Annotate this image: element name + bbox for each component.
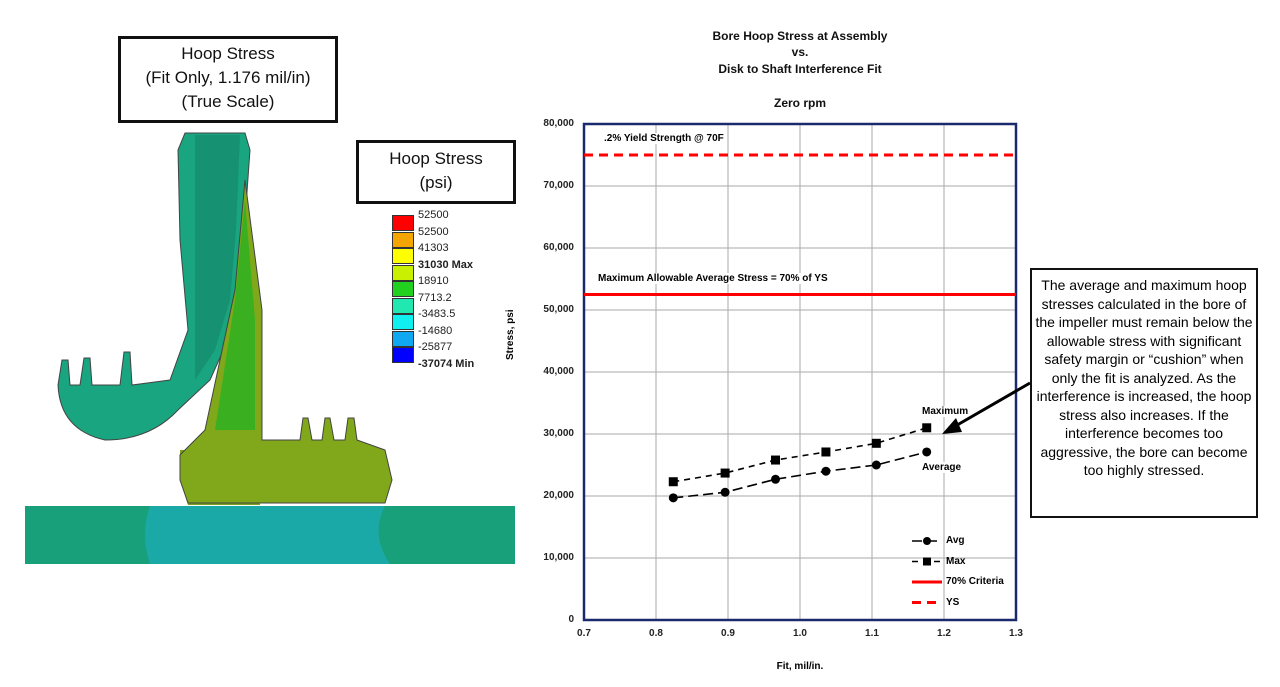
- x-tick-label: 1.1: [865, 628, 879, 639]
- x-tick-label: 1.3: [1009, 628, 1023, 639]
- data-point-avg: [871, 460, 881, 470]
- chart-legend-label: 70% Criteria: [946, 576, 1004, 587]
- fea-model-image: [25, 132, 515, 564]
- y-tick-label: 50,000: [543, 304, 574, 315]
- hline-annotation: .2% Yield Strength @ 70F: [604, 133, 724, 144]
- x-axis-label: Fit, mil/in.: [776, 661, 824, 672]
- x-tick-label: 0.7: [577, 628, 591, 639]
- legend-label: 7713.2: [418, 291, 452, 304]
- legend-label: -3483.5: [418, 308, 456, 320]
- legend-marker: [923, 557, 931, 566]
- callout-arrow: [951, 381, 1031, 430]
- legend-marker: [923, 537, 931, 545]
- data-point-max: [668, 477, 678, 487]
- legend-label: 31030 Max: [418, 258, 474, 271]
- data-point-avg: [922, 447, 932, 457]
- y-tick-label: 10,000: [543, 552, 574, 563]
- model-title-line3: (True Scale): [181, 92, 275, 111]
- legend-title-line1: Hoop Stress: [389, 149, 483, 168]
- data-point-max: [771, 455, 781, 465]
- legend-title-box: Hoop Stress (psi): [356, 140, 516, 204]
- legend-label: -37074 Min: [418, 357, 475, 370]
- chart-title-line3: Disk to Shaft Interference Fit: [718, 62, 882, 76]
- data-point-avg: [821, 466, 831, 476]
- legend-swatch: [392, 231, 414, 248]
- data-point-max: [720, 468, 730, 478]
- average-label: Average: [922, 462, 962, 473]
- model-title-line2: (Fit Only, 1.176 mil/in): [145, 68, 311, 87]
- chart-title-line2: vs.: [791, 45, 809, 59]
- hline-annotation: Maximum Allowable Average Stress = 70% o…: [598, 272, 828, 284]
- x-tick-label: 1.2: [937, 628, 951, 639]
- legend-label: 18910: [418, 275, 449, 287]
- data-point-avg: [668, 493, 678, 503]
- data-point-avg: [720, 487, 730, 497]
- legend-swatch: [392, 347, 414, 363]
- chart-legend-label: YS: [946, 596, 960, 608]
- chart-legend-label: Max: [946, 555, 966, 567]
- data-point-avg: [771, 474, 781, 484]
- legend-swatch: [392, 281, 414, 297]
- legend-title-line2: (psi): [419, 173, 453, 192]
- model-title-line1: Hoop Stress: [181, 44, 275, 63]
- legend-swatch: [392, 297, 414, 314]
- chart-subtitle: Zero rpm: [773, 96, 826, 110]
- y-tick-label: 70,000: [543, 180, 574, 191]
- y-tick-label: 20,000: [543, 490, 574, 501]
- x-tick-label: 0.9: [721, 628, 735, 639]
- y-tick-label: 40,000: [543, 366, 574, 377]
- legend-label: 52500: [418, 209, 449, 221]
- y-tick-label: 0: [568, 614, 574, 625]
- y-tick-label: 60,000: [543, 242, 574, 253]
- legend-swatch: [392, 330, 414, 347]
- series-line-avg: [673, 451, 927, 499]
- chart-title-line1: Bore Hoop Stress at Assembly: [712, 29, 888, 43]
- callout-text-box: The average and maximum hoop stresses ca…: [1030, 268, 1258, 518]
- data-point-max: [922, 423, 932, 433]
- legend-swatch: [392, 264, 414, 281]
- callout-arrow-head: [942, 418, 962, 434]
- data-point-max: [821, 447, 831, 457]
- legend-label: -25877: [418, 341, 453, 353]
- plot-frame: [582, 122, 1018, 622]
- chart-legend-label: Avg: [946, 535, 965, 546]
- legend-swatch: [392, 314, 414, 330]
- x-tick-label: 0.8: [649, 628, 663, 639]
- model-title-box: Hoop Stress (Fit Only, 1.176 mil/in) (Tr…: [118, 36, 338, 123]
- legend-label: 41303: [418, 242, 449, 254]
- data-point-max: [871, 438, 881, 448]
- x-tick-label: 1.0: [793, 628, 807, 639]
- max-label: Maximum: [922, 406, 969, 417]
- y-tick-label: 30,000: [543, 428, 574, 439]
- legend-label: -14680: [418, 324, 453, 337]
- legend-swatch: [392, 215, 414, 231]
- y-tick-label: 80,000: [543, 118, 574, 129]
- legend-label: 52500: [418, 225, 449, 238]
- legend-swatch: [392, 248, 414, 264]
